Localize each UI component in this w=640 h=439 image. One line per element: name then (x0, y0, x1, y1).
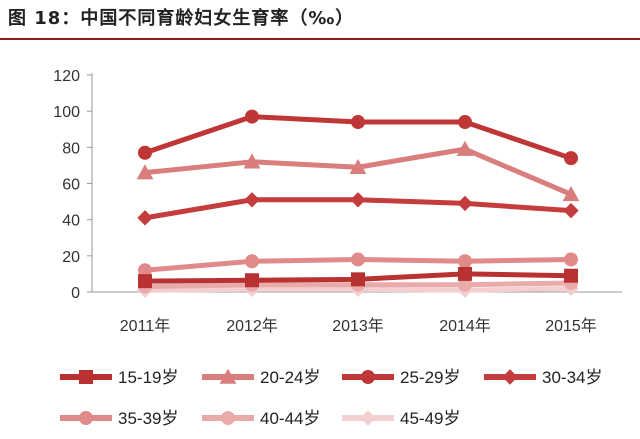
legend-label: 45-49岁 (400, 409, 460, 428)
y-tick-label: 60 (62, 177, 80, 194)
legend-swatch-marker (79, 370, 93, 384)
figure-title: 图 18：中国不同育龄妇女生育率（‰） (8, 8, 355, 29)
data-point (458, 266, 472, 281)
legend-swatch-marker (221, 411, 235, 425)
data-point (351, 115, 365, 130)
data-point (457, 195, 473, 212)
y-tick-label: 80 (62, 140, 80, 157)
data-point (351, 272, 365, 287)
series-35-39岁 (138, 252, 578, 278)
data-point (138, 274, 152, 289)
legend-label: 35-39岁 (118, 409, 178, 428)
y-tick-label: 100 (53, 104, 80, 121)
data-point (137, 210, 153, 226)
data-point (245, 273, 259, 288)
data-point (138, 145, 152, 160)
data-point (245, 109, 259, 124)
data-point (564, 252, 578, 267)
data-point (458, 115, 472, 130)
legend-item: 35-39岁 (60, 409, 178, 428)
x-tick-label: 2013年 (332, 317, 384, 335)
x-tick-label: 2014年 (439, 317, 491, 335)
data-point (351, 252, 365, 267)
legend-swatch-marker (360, 410, 376, 426)
series-25-29岁 (138, 109, 578, 166)
data-point (563, 202, 579, 219)
y-tick-label: 120 (53, 68, 80, 85)
legend-item: 25-29岁 (342, 368, 460, 387)
series-20-24岁 (136, 140, 580, 202)
title-rule (0, 38, 640, 40)
legend-item: 30-34岁 (484, 368, 602, 387)
legend-swatch-marker (502, 369, 518, 385)
y-tick-label: 0 (71, 285, 80, 302)
series-layer (136, 109, 580, 298)
legend: 15-19岁 20-24岁 25-29岁 30-34岁 35-39岁 40-44岁 45-4… (60, 368, 602, 428)
x-tick-label: 2011年 (120, 317, 170, 335)
legend-label: 40-44岁 (260, 409, 320, 428)
legend-item: 45-49岁 (342, 409, 460, 428)
legend-swatch-marker (219, 368, 237, 384)
x-tick-label: 2012年 (226, 317, 278, 335)
data-point (564, 268, 578, 283)
legend-swatch-marker (79, 411, 93, 425)
legend-item: 15-19岁 (60, 368, 178, 387)
data-point (243, 153, 261, 169)
legend-label: 25-29岁 (400, 368, 460, 387)
y-tick-label: 40 (62, 213, 80, 230)
x-tick-label: 2015年 (545, 317, 597, 335)
data-point (138, 263, 152, 278)
data-point (349, 158, 367, 174)
axes: 0 20 40 60 80 100 120 2011年 2012年 2013年 2014年 2015年 (53, 68, 622, 335)
legend-item: 40-44岁 (202, 409, 320, 428)
data-point (245, 254, 259, 269)
series-30-34岁 (137, 192, 579, 226)
data-point (458, 277, 472, 292)
data-point (564, 151, 578, 166)
legend-label: 30-34岁 (542, 368, 602, 387)
data-point (136, 164, 154, 180)
data-point (562, 185, 580, 202)
data-point (244, 192, 260, 208)
series-15-19岁 (138, 266, 578, 289)
legend-item: 20-24岁 (202, 368, 320, 387)
y-tick-label: 20 (62, 249, 80, 266)
data-point (350, 192, 366, 208)
legend-label: 20-24岁 (260, 368, 320, 387)
legend-swatch-marker (361, 370, 375, 384)
legend-label: 15-19岁 (118, 368, 178, 387)
data-point (458, 254, 472, 269)
data-point (456, 140, 474, 156)
